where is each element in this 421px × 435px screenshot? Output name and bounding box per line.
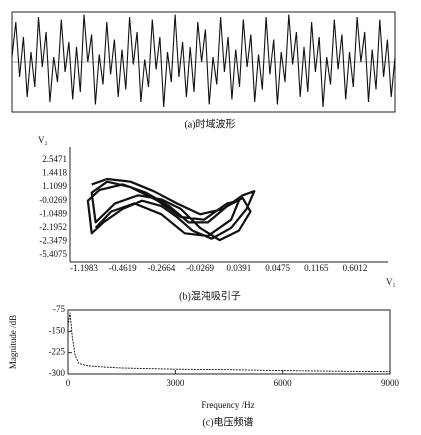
x-tick-label: 0.0475 [265, 263, 290, 273]
caption-a: (a)时域波形 [184, 117, 235, 130]
x-tick-label: 9000 [381, 378, 400, 388]
y-label: V₂ [38, 135, 48, 145]
caption-b: (b)混沌吸引子 [179, 289, 241, 302]
y-tick-label: -1.0489 [39, 208, 67, 218]
x-tick-label: 3000 [166, 378, 185, 388]
x-tick-label: -0.2664 [148, 263, 176, 273]
caption-c: (c)电压频谱 [202, 415, 253, 428]
y-tick-label: 1.4418 [42, 168, 67, 178]
x-tick-label: 6000 [274, 378, 293, 388]
y-tick-label: -75 [53, 304, 65, 314]
x-tick-label: 0.6012 [343, 263, 368, 273]
y-tick-label: -2.1952 [39, 222, 67, 232]
x-tick-label: -0.4619 [109, 263, 137, 273]
y-tick-label: -300 [49, 368, 66, 378]
plot-frame [67, 309, 391, 375]
x-label: V₁ [386, 277, 396, 287]
y-tick-label: -150 [49, 325, 66, 335]
x-tick-label: -0.0269 [186, 263, 214, 273]
y-tick-label: -2.3479 [39, 235, 67, 245]
x-tick-label: 0.0391 [226, 263, 251, 273]
y-tick-label: 2.5471 [42, 154, 67, 164]
series-line [11, 14, 396, 108]
x-tick-label: -1.1983 [70, 263, 98, 273]
x-tick-label: 0.1165 [304, 263, 329, 273]
y-tick-label: -5.4075 [39, 249, 67, 259]
x-tick-label: 0 [66, 378, 71, 388]
y-label: Magnitude /dB [8, 315, 18, 369]
x-label: Frequency /Hz [201, 400, 254, 410]
trajectory [86, 177, 256, 242]
y-tick-label: -225 [49, 347, 66, 357]
y-tick-label: 1.1099 [42, 181, 67, 191]
series-line [67, 312, 391, 373]
y-tick-label: -0.0269 [39, 195, 67, 205]
